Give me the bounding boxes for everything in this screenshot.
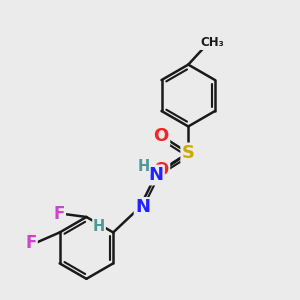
Text: O: O — [154, 127, 169, 145]
Text: H: H — [93, 219, 105, 234]
Text: H: H — [137, 159, 150, 174]
Text: CH₃: CH₃ — [200, 36, 224, 49]
Text: N: N — [135, 198, 150, 216]
Text: S: S — [182, 144, 195, 162]
Text: F: F — [25, 234, 37, 252]
Text: N: N — [148, 166, 164, 184]
Text: O: O — [154, 161, 169, 179]
Text: F: F — [53, 205, 65, 223]
